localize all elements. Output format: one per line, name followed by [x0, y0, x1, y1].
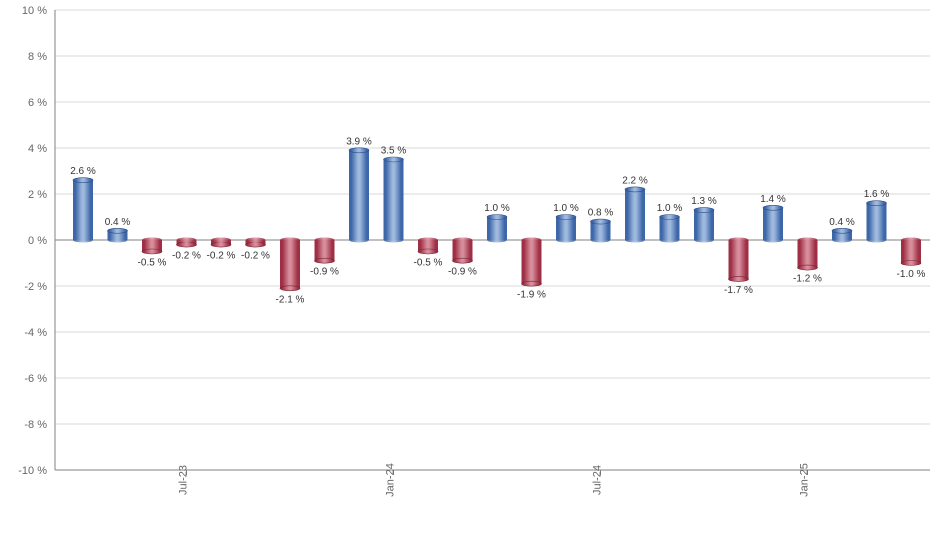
- bar: [142, 238, 162, 255]
- bar-value-label: 1.0 %: [484, 203, 510, 214]
- bar: [522, 238, 542, 287]
- bar-value-label: 2.2 %: [622, 175, 648, 186]
- bar-value-label: 0.4 %: [105, 217, 131, 228]
- y-tick-label: 10 %: [22, 5, 47, 17]
- bar-value-label: -0.9 %: [310, 267, 339, 278]
- bar: [177, 238, 197, 248]
- bar-value-label: 0.8 %: [588, 208, 614, 219]
- bar-value-label: -0.5 %: [138, 258, 167, 269]
- bar: [625, 187, 645, 243]
- bar-value-label: -1.9 %: [517, 290, 546, 301]
- y-tick-label: 0 %: [28, 235, 47, 247]
- bar: [349, 148, 369, 243]
- bar: [211, 238, 231, 248]
- bar: [384, 157, 404, 243]
- bar: [315, 238, 335, 264]
- bar-value-label: -0.2 %: [207, 251, 236, 262]
- bar: [487, 215, 507, 243]
- bar: [591, 219, 611, 242]
- bar-value-label: 0.4 %: [829, 217, 855, 228]
- chart-svg: -10 % -8 % -6 % -4 % -2 % 0 % 2 % 4 % 6 % 8 % 10 %…: [0, 0, 940, 550]
- bar-value-label: -0.9 %: [448, 267, 477, 278]
- bar: [867, 201, 887, 243]
- bar: [901, 238, 921, 266]
- y-tick-label: -4 %: [24, 327, 47, 339]
- bar-chart: -10 % -8 % -6 % -4 % -2 % 0 % 2 % 4 % 6 % 8 % 10 %…: [0, 0, 940, 550]
- bar: [453, 238, 473, 264]
- x-tick-label: Jul-23: [178, 465, 190, 495]
- x-tick-label: Jan-25: [799, 463, 811, 497]
- bar: [418, 238, 438, 255]
- bar-value-label: -1.2 %: [793, 274, 822, 285]
- bar: [73, 178, 93, 243]
- y-tick-label: 4 %: [28, 143, 47, 155]
- bar-value-label: -0.2 %: [172, 251, 201, 262]
- bar: [694, 208, 714, 243]
- bar-value-label: 1.6 %: [864, 189, 890, 200]
- bar: [556, 215, 576, 243]
- bar: [108, 228, 128, 242]
- bar-value-label: -1.0 %: [897, 269, 926, 280]
- bar-value-label: -1.7 %: [724, 285, 753, 296]
- bar-value-label: 1.0 %: [657, 203, 683, 214]
- y-tick-label: -2 %: [24, 281, 47, 293]
- y-tick-label: -6 %: [24, 373, 47, 385]
- bar: [660, 215, 680, 243]
- bar: [729, 238, 749, 282]
- bar: [280, 238, 300, 291]
- y-tick-label: -8 %: [24, 419, 47, 431]
- bar: [798, 238, 818, 271]
- bar-value-label: 2.6 %: [70, 166, 96, 177]
- y-tick-label: 2 %: [28, 189, 47, 201]
- y-tick-label: -10 %: [18, 465, 47, 477]
- bar-value-label: 3.5 %: [381, 146, 407, 157]
- bar-value-label: -0.5 %: [414, 258, 443, 269]
- x-tick-label: Jul-24: [592, 465, 604, 495]
- bar: [246, 238, 266, 248]
- bar-value-label: 3.9 %: [346, 136, 372, 147]
- x-tick-label: Jan-24: [385, 463, 397, 497]
- y-tick-label: 8 %: [28, 51, 47, 63]
- bar-value-label: 1.0 %: [553, 203, 579, 214]
- bar-value-label: 1.3 %: [691, 196, 717, 207]
- bar: [832, 228, 852, 242]
- bar-value-label: -2.1 %: [276, 294, 305, 305]
- bar-value-label: 1.4 %: [760, 194, 786, 205]
- bar: [763, 205, 783, 242]
- y-tick-label: 6 %: [28, 97, 47, 109]
- bar-value-label: -0.2 %: [241, 251, 270, 262]
